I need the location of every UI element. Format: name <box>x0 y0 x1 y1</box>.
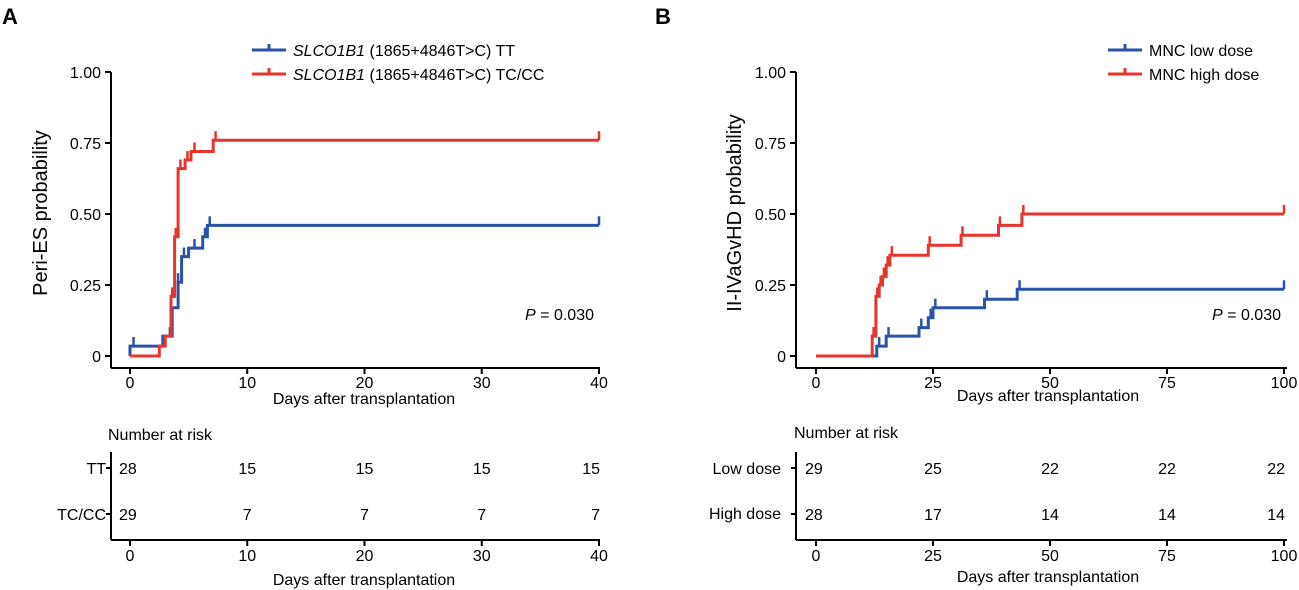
x-tick-label: 75 <box>1158 375 1176 392</box>
risk-value: 28 <box>805 507 823 524</box>
legend-b-entry-0: MNC low dose <box>1108 43 1253 60</box>
panel-b-legend: MNC low dose MNC high dose <box>1108 43 1259 84</box>
panel-b-risk-row-0-label: Low dose <box>713 461 782 478</box>
panel-b-risk-values: 0 25 50 75 100 29 25 22 22 22 28 17 14 14 14 <box>791 461 1297 565</box>
x-tick-label: 30 <box>473 375 491 392</box>
risk-value: 15 <box>473 461 491 478</box>
panel-a-risk-table: Number at risk TT TC/CC 0 10 20 30 40 28 15 15 1… <box>57 427 608 589</box>
panel-b-y-axis-label: II-IVaGvHD probability <box>724 114 746 311</box>
legend-b-entry-1: MNC high dose <box>1108 67 1259 84</box>
panel-a-risk-x-axis-label: Days after transplantation <box>273 572 455 589</box>
y-tick-label: 1.00 <box>755 65 786 82</box>
legend-a-label-0: SLCO1B1 (1865+4846T>C) TT <box>293 43 515 60</box>
y-tick-label: 0.25 <box>755 278 786 295</box>
risk-value: 15 <box>582 461 600 478</box>
panel-b-risk-title: Number at risk <box>794 425 899 442</box>
y-tick-label: 0.25 <box>70 278 101 295</box>
panel-a-label: A <box>2 4 18 29</box>
risk-value: 14 <box>1267 507 1285 524</box>
risk-x-tick-label: 10 <box>238 548 256 565</box>
risk-value: 7 <box>477 507 486 524</box>
panel-b-ticks: 0 25 50 75 100 0 0.25 0.50 0.75 1.00 <box>755 65 1298 392</box>
risk-value: 7 <box>360 507 369 524</box>
legend-a-label-1: SLCO1B1 (1865+4846T>C) TC/CC <box>293 67 544 84</box>
panel-a-ticks: 0 10 20 30 40 0 0.25 0.50 0.75 1.00 <box>70 65 608 392</box>
x-tick-label: 0 <box>812 375 821 392</box>
series-line-blue <box>816 287 1284 358</box>
x-tick-label: 10 <box>238 375 256 392</box>
risk-x-tick-label: 40 <box>590 548 608 565</box>
panel-b-label: B <box>655 4 671 29</box>
risk-x-tick-label: 100 <box>1271 548 1298 565</box>
panel-b-x-axis-label: Days after transplantation <box>957 388 1139 405</box>
y-tick-label: 0 <box>92 349 101 366</box>
panel-b-risk-table: Number at risk Low dose High dose 0 25 50 7… <box>709 425 1297 586</box>
panel-b-risk-row-1-label: High dose <box>709 506 781 523</box>
panel-a-legend: SLCO1B1 (1865+4846T>C) TT SLCO1B1 (1865+… <box>252 43 544 84</box>
risk-value: 29 <box>119 507 137 524</box>
panel-a-x-axis-label: Days after transplantation <box>273 391 455 408</box>
risk-value: 22 <box>1267 461 1285 478</box>
legend-b-label-1: MNC high dose <box>1149 67 1259 84</box>
risk-value: 22 <box>1041 461 1059 478</box>
risk-value: 14 <box>1041 507 1059 524</box>
panel-a-risk-row-1-label: TC/CC <box>57 507 106 524</box>
risk-x-tick-label: 50 <box>1041 548 1059 565</box>
legend-a-entry-0: SLCO1B1 (1865+4846T>C) TT <box>252 43 515 60</box>
x-tick-label: 50 <box>1041 375 1059 392</box>
y-tick-label: 0 <box>777 349 786 366</box>
panel-a: A SLCO1B1 (1865+4846T>C) TT SLCO1B1 (186… <box>2 4 608 589</box>
x-tick-label: 0 <box>126 375 135 392</box>
risk-value: 7 <box>243 507 252 524</box>
panel-b: B MNC low dose MNC high dose II-IVaGvHD … <box>655 4 1297 586</box>
risk-x-tick-label: 25 <box>924 548 942 565</box>
x-tick-label: 100 <box>1271 375 1298 392</box>
risk-value: 29 <box>805 461 823 478</box>
y-tick-label: 0.75 <box>755 136 786 153</box>
panel-a-curves <box>128 131 601 358</box>
risk-value: 7 <box>591 507 600 524</box>
x-tick-label: 20 <box>356 375 374 392</box>
panel-a-risk-row-0-label: TT <box>86 461 106 478</box>
y-tick-label: 1.00 <box>70 65 101 82</box>
risk-value: 15 <box>238 461 256 478</box>
x-tick-label: 40 <box>590 375 608 392</box>
legend-a-entry-1: SLCO1B1 (1865+4846T>C) TC/CC <box>252 67 544 84</box>
panel-a-pvalue: P = 0.030 <box>525 307 594 324</box>
panel-a-y-axis-label: Peri-ES probability <box>30 130 52 296</box>
risk-value: 17 <box>924 507 942 524</box>
x-tick-label: 25 <box>924 375 942 392</box>
series-line-blue <box>128 223 599 356</box>
panel-a-risk-title: Number at risk <box>108 427 213 444</box>
risk-value: 28 <box>119 461 137 478</box>
risk-value: 22 <box>1158 461 1176 478</box>
y-tick-label: 0.75 <box>70 136 101 153</box>
risk-x-tick-label: 30 <box>473 548 491 565</box>
legend-b-label-0: MNC low dose <box>1149 43 1253 60</box>
panel-b-pvalue: P = 0.030 <box>1212 307 1281 324</box>
risk-value: 25 <box>924 461 942 478</box>
risk-x-tick-label: 0 <box>812 548 821 565</box>
risk-value: 14 <box>1158 507 1176 524</box>
panel-b-risk-x-axis-label: Days after transplantation <box>957 569 1139 586</box>
risk-x-tick-label: 0 <box>126 548 135 565</box>
panel-a-risk-values: 0 10 20 30 40 28 15 15 15 15 29 7 7 7 7 <box>106 461 608 565</box>
risk-value: 15 <box>356 461 374 478</box>
panel-b-curves <box>816 205 1286 358</box>
risk-x-tick-label: 75 <box>1158 548 1176 565</box>
y-tick-label: 0.50 <box>755 207 786 224</box>
risk-x-tick-label: 20 <box>356 548 374 565</box>
y-tick-label: 0.50 <box>70 207 101 224</box>
